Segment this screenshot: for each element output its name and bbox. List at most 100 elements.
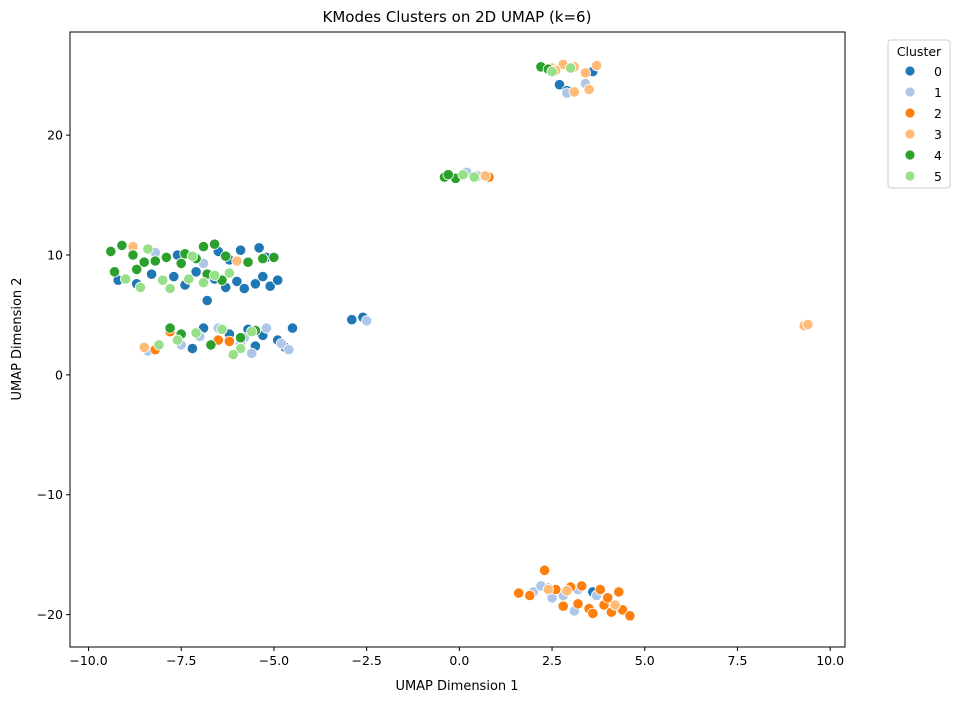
- legend: Cluster 0 1 2 3 4 5: [887, 39, 951, 189]
- point-cluster-4-16: [175, 257, 187, 269]
- point-cluster-2-11: [594, 583, 606, 596]
- legend-marker-5: [904, 170, 916, 182]
- point-cluster-4-14: [108, 266, 121, 278]
- point-cluster-4-0: [105, 245, 117, 257]
- point-cluster-4-1: [116, 239, 128, 251]
- point-cluster-2-19: [624, 610, 636, 622]
- x-tick-label: −2.5: [351, 653, 381, 668]
- point-cluster-4-4: [149, 255, 161, 267]
- point-cluster-3-14: [561, 585, 573, 597]
- point-cluster-0-17: [253, 242, 265, 254]
- legend-marker-3: [904, 128, 916, 140]
- point-cluster-5-3: [164, 282, 176, 295]
- point-cluster-5-4: [183, 273, 195, 285]
- point-cluster-5-9: [142, 243, 154, 255]
- x-tick-label: 7.5: [728, 653, 748, 668]
- legend-box: [887, 39, 951, 189]
- plot-area: [105, 58, 814, 622]
- point-cluster-0-9: [231, 275, 243, 287]
- point-cluster-0-21: [201, 294, 213, 307]
- point-cluster-2-7: [524, 589, 536, 602]
- point-cluster-5-16: [246, 326, 258, 338]
- x-tick-label: −10.0: [69, 653, 107, 668]
- series-2: [149, 171, 636, 622]
- point-cluster-4-2: [127, 249, 139, 261]
- y-tick-label: 20: [47, 128, 63, 143]
- point-cluster-3-15: [609, 599, 621, 611]
- x-axis-label: UMAP Dimension 1: [395, 679, 518, 694]
- legend-label-3: 3: [934, 127, 942, 142]
- x-tick-label: 0.0: [449, 653, 469, 668]
- point-cluster-5-15: [227, 348, 239, 361]
- x-axis: −10.0 −7.5 −5.0 −2.5 0.0 2.5 5.0 7.5 10.0: [69, 647, 844, 668]
- point-cluster-4-12: [257, 253, 269, 265]
- point-cluster-0-2: [146, 268, 158, 280]
- y-tick-label: 10: [47, 247, 63, 262]
- point-cluster-5-19: [546, 66, 558, 78]
- point-cluster-3-7: [579, 67, 592, 79]
- point-cluster-2-3: [223, 335, 235, 347]
- legend-marker-2: [904, 107, 916, 119]
- point-cluster-4-10: [220, 250, 232, 262]
- legend-title: Cluster: [897, 44, 942, 59]
- point-cluster-0-16: [235, 244, 247, 256]
- point-cluster-5-20: [564, 62, 577, 74]
- point-cluster-3-13: [802, 318, 814, 331]
- x-tick-label: −5.0: [259, 653, 289, 668]
- point-cluster-1-6: [275, 338, 287, 350]
- point-cluster-0-4: [168, 270, 180, 283]
- point-cluster-4-22: [235, 332, 247, 344]
- point-cluster-4-11: [242, 256, 254, 268]
- point-cluster-0-13: [264, 280, 276, 292]
- x-tick-label: 5.0: [635, 653, 655, 668]
- legend-marker-0: [904, 65, 916, 77]
- point-cluster-3-11: [583, 83, 595, 96]
- legend-label-4: 4: [934, 148, 942, 163]
- point-cluster-5-5: [197, 276, 210, 289]
- point-cluster-2-13: [557, 600, 569, 612]
- point-cluster-4-13: [268, 251, 280, 263]
- point-cluster-0-14: [272, 274, 284, 286]
- point-cluster-4-19: [164, 322, 176, 334]
- point-cluster-2-6: [513, 587, 525, 599]
- y-axis-label: UMAP Dimension 2: [10, 277, 25, 400]
- point-cluster-5-17: [457, 169, 469, 181]
- point-cluster-5-12: [190, 327, 202, 339]
- point-cluster-2-12: [613, 586, 625, 598]
- legend-label-1: 1: [934, 85, 942, 100]
- y-tick-label: −10: [37, 487, 63, 502]
- x-tick-label: 2.5: [542, 653, 562, 668]
- point-cluster-3-3: [479, 170, 491, 182]
- point-cluster-2-20: [587, 607, 599, 620]
- chart-title: KModes Clusters on 2D UMAP (k=6): [323, 8, 592, 26]
- point-cluster-0-33: [553, 79, 566, 91]
- point-cluster-4-8: [197, 241, 210, 253]
- point-cluster-0-28: [286, 322, 299, 334]
- point-cluster-3-16: [542, 583, 554, 596]
- point-cluster-5-18: [468, 171, 480, 183]
- point-cluster-5-7: [223, 267, 235, 279]
- plot-frame: [69, 31, 846, 648]
- point-cluster-3-1: [231, 255, 243, 267]
- point-cluster-0-31: [346, 314, 358, 326]
- series-5: [120, 62, 577, 361]
- point-cluster-2-10: [576, 580, 588, 592]
- point-cluster-4-26: [442, 169, 454, 181]
- point-cluster-1-5: [260, 322, 273, 334]
- point-cluster-2-14: [572, 598, 584, 610]
- legend-marker-1: [904, 86, 916, 98]
- x-tick-label: −7.5: [166, 653, 196, 668]
- legend-label-2: 2: [934, 106, 942, 121]
- point-cluster-5-0: [120, 273, 132, 285]
- point-cluster-1-8: [246, 347, 258, 359]
- point-cluster-5-1: [134, 281, 147, 293]
- point-cluster-3-8: [590, 59, 603, 72]
- x-tick-label: 10.0: [816, 653, 844, 668]
- legend-marker-4: [904, 149, 916, 161]
- point-cluster-4-5: [160, 251, 172, 263]
- point-cluster-3-2: [138, 341, 150, 353]
- point-cluster-5-2: [157, 274, 169, 286]
- point-cluster-5-10: [153, 339, 165, 351]
- point-cluster-4-21: [205, 339, 217, 351]
